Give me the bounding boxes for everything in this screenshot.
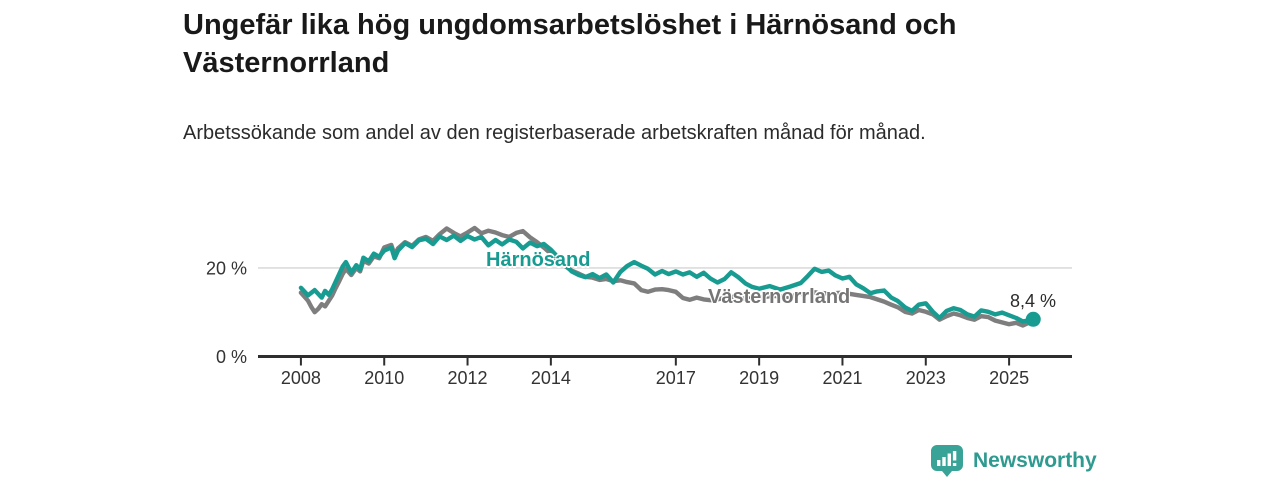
x-tick-label: 2021 xyxy=(822,368,862,388)
y-tick-label: 0 % xyxy=(216,347,247,367)
x-tick-label: 2017 xyxy=(656,368,696,388)
y-tick-label: 20 % xyxy=(206,258,247,278)
x-tick-label: 2012 xyxy=(448,368,488,388)
series-line-vasternorrland xyxy=(298,225,1036,328)
series-label-harnosand: Härnösand xyxy=(486,249,591,271)
series-line-harnosand xyxy=(298,233,1036,324)
x-tick-label: 2010 xyxy=(364,368,404,388)
series-label-vasternorrland: Västernorrland xyxy=(708,286,851,308)
x-tick-label: 2023 xyxy=(906,368,946,388)
x-tick-label: 2025 xyxy=(989,368,1029,388)
end-point-marker xyxy=(1025,311,1041,327)
x-tick-label: 2014 xyxy=(531,368,571,388)
x-tick-label: 2019 xyxy=(739,368,779,388)
bar-chart-speech-bubble-icon xyxy=(931,445,963,477)
newsworthy-wordmark: Newsworthy xyxy=(973,449,1097,472)
page-subtitle: Arbetssökande som andel av den registerb… xyxy=(183,122,926,144)
page-title: Ungefär lika hög ungdomsarbetslöshet i H… xyxy=(183,9,957,79)
end-value-label: 8,4 % xyxy=(1010,291,1057,311)
newsworthy-logo: Newsworthy xyxy=(930,444,1097,478)
x-tick-label: 2008 xyxy=(281,368,321,388)
